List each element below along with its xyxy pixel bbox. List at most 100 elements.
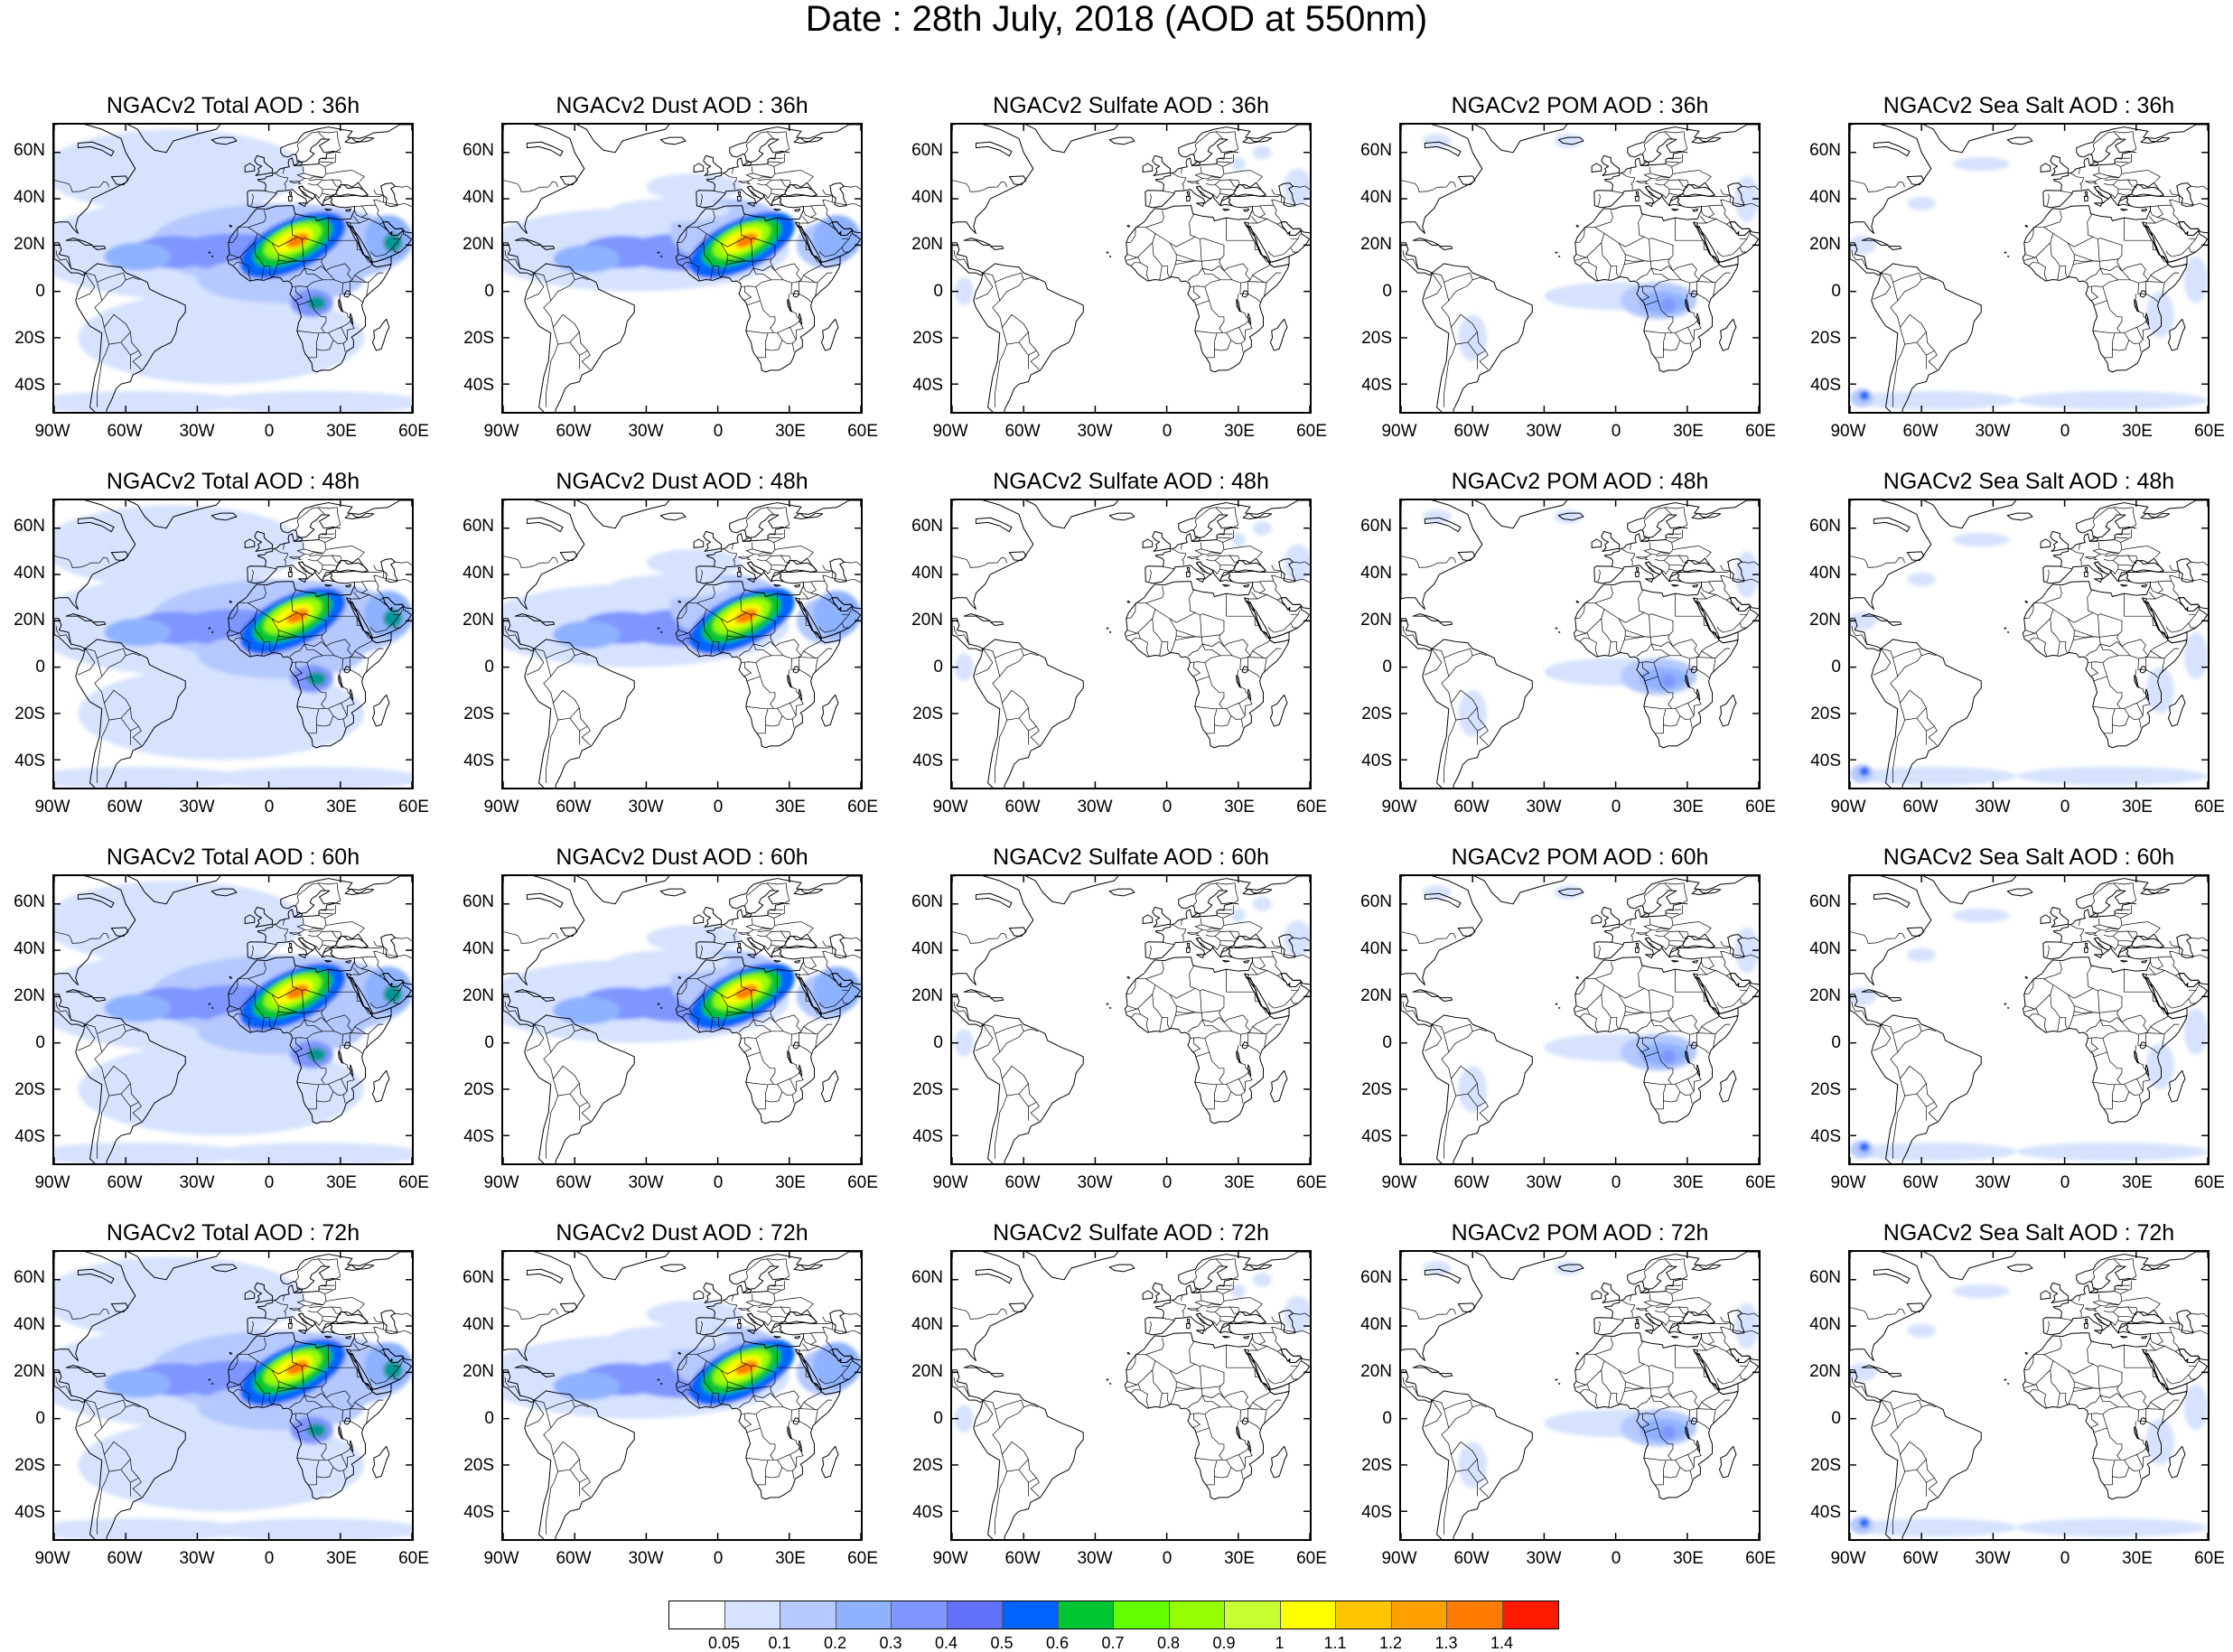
coastlines (1850, 500, 2208, 788)
lon-tick-label: 60E (1745, 1549, 1776, 1568)
lat-tick-label: 40S (912, 1502, 943, 1522)
map-panel: NGACv2 Sulfate AOD : 72h 60N 40N 20N 0 20S 40S… (898, 1207, 1327, 1568)
aod-patch (286, 233, 309, 248)
aod-patch (209, 1517, 412, 1539)
aod-patch (1553, 509, 1583, 524)
aod-patch (1850, 1142, 2017, 1162)
aod-field (1850, 156, 2208, 410)
panel-title: NGACv2 Dust AOD : 60h (556, 845, 808, 870)
lon-tick-label: 90W (932, 1549, 968, 1568)
aod-field (503, 1300, 861, 1419)
map-frame (950, 499, 1312, 789)
lon-tick-label: 60E (2194, 1173, 2225, 1192)
coastlines (1401, 1252, 1759, 1539)
panel-title: NGACv2 Total AOD : 60h (106, 845, 360, 870)
lat-tick-label: 40N (911, 939, 943, 959)
coastlines (1850, 125, 2208, 412)
coastlines (952, 500, 1310, 788)
aod-patch (1660, 1425, 1676, 1440)
aod-patch (1230, 532, 1246, 547)
lat-tick-label: 40S (1810, 375, 1841, 395)
map-frame (1399, 123, 1761, 414)
map-canvas (503, 1252, 861, 1539)
lat-tick-label: 60N (911, 517, 943, 537)
coastlines (1850, 876, 2208, 1163)
map-panel: NGACv2 Dust AOD : 48h 60N 40N 20N 0 20S 40S 90W… (449, 455, 878, 817)
aod-patch (286, 1360, 309, 1376)
aod-field (503, 924, 861, 1043)
lat-tick-label: 40N (14, 1315, 45, 1335)
colorbar-swatch (892, 1601, 948, 1629)
lat-tick-label: 20S (1810, 328, 1841, 348)
aod-patch (1252, 1273, 1272, 1287)
lon-tick-label: 60W (1902, 1173, 1939, 1192)
lon-tick-label: 90W (1830, 798, 1866, 817)
map-panel: NGACv2 Total AOD : 48h 60N 40N 20N 0 20S 40S 90… (0, 455, 429, 817)
lat-tick-label: 20N (911, 235, 943, 255)
lat-tick-label: 20S (14, 704, 45, 723)
colorbar-swatch (669, 1601, 725, 1629)
lon-tick-label: 60E (847, 1549, 878, 1568)
panel-title: NGACv2 Sea Salt AOD : 60h (1883, 845, 2175, 870)
lon-tick-label: 30E (1673, 422, 1704, 441)
lat-tick-label: 60N (911, 892, 943, 912)
lat-tick-label: 20S (1361, 1455, 1392, 1475)
lon-tick-label: 30W (1077, 1549, 1113, 1568)
colorbar-tick-label: 0.9 (1212, 1634, 1236, 1652)
aod-patch (78, 1042, 365, 1136)
map-panel: NGACv2 POM AOD : 72h 60N 40N 20N 0 20S 40S 90W 6… (1347, 1207, 1776, 1568)
coastlines (1850, 1252, 2208, 1539)
aod-patch (1422, 509, 1452, 524)
country-borders (1850, 131, 2208, 407)
lon-tick-label: 90W (932, 798, 968, 817)
map-frame (52, 499, 414, 789)
map-frame (501, 874, 863, 1165)
map-frame (950, 874, 1312, 1165)
aod-patch (553, 1372, 621, 1401)
colorbar-tick-label: 1 (1275, 1634, 1285, 1652)
colorbar-swatch (1502, 1601, 1558, 1629)
lat-tick-label: 20N (14, 611, 45, 630)
aod-patch (1458, 314, 1488, 361)
aod-patch (1553, 885, 1583, 900)
lon-tick-label: 0 (1611, 1173, 1621, 1192)
map-frame (501, 499, 863, 789)
map-frame (52, 874, 414, 1165)
lat-tick-label: 0 (1831, 281, 1841, 301)
colorbar-tick-label: 0.1 (768, 1634, 791, 1652)
aod-patch (383, 609, 403, 629)
lon-tick-label: 30W (1975, 422, 2011, 441)
lat-tick-label: 20N (911, 611, 943, 630)
aod-field (1422, 1261, 1759, 1489)
lon-tick-label: 60W (1902, 422, 1939, 441)
colorbar-swatch (1114, 1601, 1170, 1629)
lat-tick-label: 0 (1382, 281, 1392, 301)
aod-patch (646, 1300, 742, 1329)
aod-patch (2183, 257, 2208, 303)
colorbar-tick-label: 0.8 (1156, 1634, 1181, 1652)
panel-title: NGACv2 POM AOD : 72h (1451, 1220, 1709, 1246)
map-panel: NGACv2 Dust AOD : 72h 60N 40N 20N 0 20S 40S 90W… (449, 1207, 878, 1568)
lat-tick-label: 20S (912, 704, 943, 723)
map-panel: NGACv2 POM AOD : 60h 60N 40N 20N 0 20S 40S 90W 6… (1347, 831, 1776, 1192)
lon-tick-label: 0 (264, 798, 275, 817)
colorbar-tick-label: 1.4 (1490, 1634, 1514, 1652)
lat-tick-label: 0 (933, 1032, 943, 1052)
lon-tick-label: 30W (1526, 798, 1562, 817)
lat-tick-label: 20S (14, 328, 45, 348)
map-panel: NGACv2 Total AOD : 72h 60N 40N 20N 0 20S 40S 90… (0, 1207, 429, 1568)
panel-title: NGACv2 POM AOD : 48h (1451, 469, 1709, 494)
aod-field (1850, 1283, 2208, 1537)
lon-tick-label: 30W (628, 422, 664, 441)
lon-tick-label: 60E (847, 798, 878, 817)
map-panel: NGACv2 Total AOD : 60h 60N 40N 20N 0 20S 40S 90… (0, 831, 429, 1192)
lon-tick-label: 60W (107, 1549, 143, 1568)
map-canvas (503, 125, 861, 412)
country-borders (1401, 882, 1759, 1159)
aod-patch (1660, 298, 1676, 313)
lon-tick-label: 60E (398, 1549, 429, 1568)
lat-tick-label: 20N (462, 611, 494, 630)
lat-tick-label: 40N (1360, 939, 1392, 959)
lat-tick-label: 40N (1809, 939, 1841, 959)
lon-tick-label: 90W (932, 1173, 968, 1192)
